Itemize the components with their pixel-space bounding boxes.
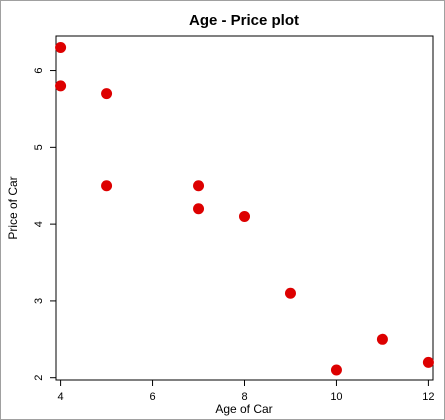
data-point <box>239 210 250 222</box>
y-axis-label: Price of Car <box>6 176 20 239</box>
data-point <box>55 42 67 54</box>
x-tick-label: 6 <box>149 391 155 403</box>
y-tick-label: 3 <box>33 298 45 304</box>
x-axis-label: Age of Car <box>215 402 272 416</box>
data-points <box>55 42 434 376</box>
x-tick-label: 8 <box>241 391 247 403</box>
x-tick-label: 10 <box>330 391 342 403</box>
y-tick-label: 6 <box>33 67 45 73</box>
data-point <box>376 333 388 345</box>
chart-title: Age - Price plot <box>189 12 299 29</box>
x-tick-label: 12 <box>422 391 434 403</box>
plot-area <box>55 35 434 381</box>
data-point <box>101 88 113 100</box>
y-tick-label: 2 <box>33 375 45 381</box>
y-tick-label: 4 <box>33 221 45 227</box>
y-tick-label: 5 <box>33 144 45 150</box>
x-axis: 4 6 8 10 12 <box>58 380 435 403</box>
data-point <box>193 180 205 192</box>
data-point <box>422 356 434 368</box>
data-point <box>55 80 67 92</box>
data-point <box>193 203 205 215</box>
y-axis: 2 3 4 5 6 <box>33 67 56 381</box>
x-tick-label: 4 <box>58 391 64 403</box>
data-point <box>101 180 113 192</box>
data-point <box>330 364 342 376</box>
data-point <box>284 287 296 299</box>
